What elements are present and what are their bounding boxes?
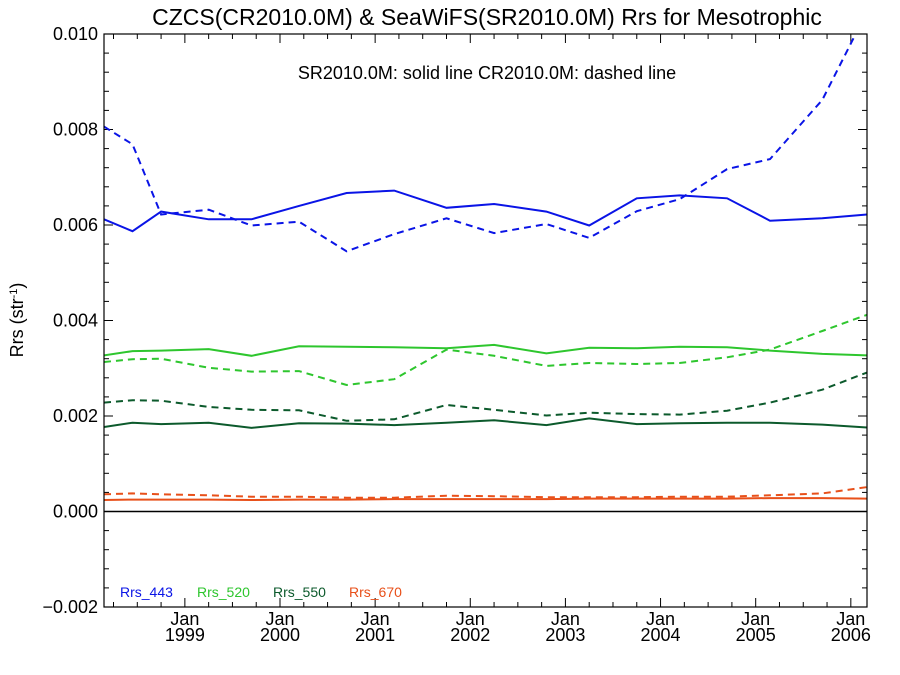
y-tick-label: 0.000	[53, 502, 98, 522]
y-axis-label: Rrs (str-1)	[7, 283, 27, 358]
y-axis-label-exponent: -1	[8, 289, 20, 299]
line-style-note: SR2010.0M: solid line CR2010.0M: dashed …	[298, 63, 676, 83]
plot-area: 0.0100.0080.0060.0040.0020.000−0.002Jan1…	[42, 24, 871, 645]
x-tick-month-label: Jan	[170, 609, 199, 629]
series-line-dashed-Rrs_670	[104, 486, 867, 499]
x-tick-year-label: 2004	[641, 625, 681, 645]
x-tick-year-label: 2003	[545, 625, 585, 645]
series-line-dashed-Rrs_443	[104, 34, 857, 253]
x-tick-month-label: Jan	[265, 609, 294, 629]
legend-label-Rrs_550: Rrs_550	[273, 584, 326, 600]
legend-label-Rrs_670: Rrs_670	[349, 584, 402, 600]
x-tick-month-label: Jan	[551, 609, 580, 629]
y-tick-label: 0.002	[53, 406, 98, 426]
series-line-dashed-Rrs_520	[104, 313, 867, 387]
series-line-dashed-Rrs_550	[104, 371, 867, 422]
series-line-solid-Rrs_443	[104, 189, 867, 233]
x-tick-month-label: Jan	[456, 609, 485, 629]
plot-frame	[103, 33, 868, 608]
x-tick-year-label: 2001	[355, 625, 395, 645]
x-tick-year-label: 1999	[165, 625, 205, 645]
y-tick-label: 0.010	[53, 24, 98, 44]
y-axis-label-end: )	[7, 283, 27, 289]
x-tick-year-label: 2006	[831, 625, 871, 645]
legend-label-Rrs_443: Rrs_443	[120, 584, 173, 600]
series-line-solid-Rrs_670	[104, 497, 867, 502]
y-tick-label: 0.006	[53, 215, 98, 235]
y-axis-label-main: Rrs (str	[7, 298, 27, 357]
x-tick-month-label: Jan	[836, 609, 865, 629]
legend-label-Rrs_520: Rrs_520	[197, 584, 250, 600]
chart-title: CZCS(CR2010.0M) & SeaWiFS(SR2010.0M) Rrs…	[152, 4, 822, 30]
x-tick-year-label: 2005	[736, 625, 776, 645]
x-tick-month-label: Jan	[361, 609, 390, 629]
series-line-solid-Rrs_550	[104, 417, 867, 429]
x-tick-year-label: 2002	[450, 625, 490, 645]
x-tick-month-label: Jan	[741, 609, 770, 629]
x-tick-month-label: Jan	[646, 609, 675, 629]
y-tick-label: 0.008	[53, 120, 98, 140]
series-lines	[104, 34, 867, 502]
x-tick-year-label: 2000	[260, 625, 300, 645]
series-line-solid-Rrs_520	[104, 343, 867, 357]
y-tick-label: 0.004	[53, 311, 98, 331]
y-tick-label: −0.002	[42, 597, 98, 617]
